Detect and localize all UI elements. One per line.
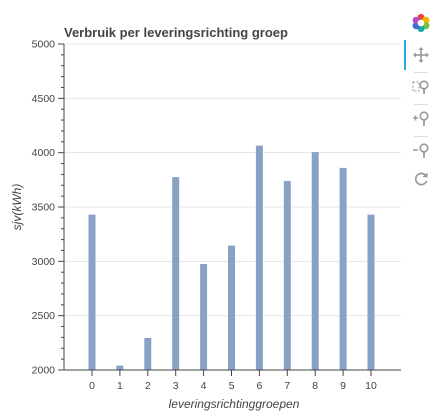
y-axis: 2000 2500 3000 3500 4000 4500 5000 <box>32 39 65 377</box>
y-tick-label: 4000 <box>32 147 56 159</box>
pan-tool[interactable] <box>408 42 434 68</box>
zoom-out-tool-icon <box>413 143 429 158</box>
toolbar-separator <box>414 136 428 137</box>
bar <box>255 145 263 370</box>
chart-title: Verbruik per leveringsrichting groep <box>64 25 288 40</box>
y-tick-label: 2000 <box>32 365 56 377</box>
bar <box>116 365 124 370</box>
bar <box>144 337 152 370</box>
pan-tool-icon <box>413 47 429 63</box>
active-tool-indicator <box>404 40 406 70</box>
y-axis-label: sjv(kWh) <box>10 184 24 231</box>
x-tick-label: 7 <box>284 380 290 392</box>
bars <box>88 145 375 370</box>
box-zoom-tool[interactable] <box>408 74 434 100</box>
zoom-out-tool[interactable] <box>408 138 434 164</box>
x-tick-label: 9 <box>340 380 346 392</box>
x-tick-label: 4 <box>201 380 207 392</box>
toolbar-separator <box>414 104 428 105</box>
bar <box>311 152 319 370</box>
bar <box>200 264 208 370</box>
x-tick-label: 2 <box>145 380 151 392</box>
bar <box>283 180 291 370</box>
x-axis-label: leveringsrichtinggroepen <box>169 397 300 411</box>
x-tick-label: 10 <box>365 380 377 392</box>
y-tick-label: 3000 <box>32 256 56 268</box>
x-tick-label: 5 <box>229 380 235 392</box>
reset-tool[interactable] <box>408 166 434 192</box>
zoom-in-tool[interactable] <box>408 106 434 132</box>
y-tick-label: 2500 <box>32 310 56 322</box>
reset-tool-icon <box>414 172 428 186</box>
x-axis: 0 1 2 3 4 5 6 7 8 9 10 <box>64 369 401 392</box>
x-tick-label: 3 <box>173 380 179 392</box>
bar <box>339 167 347 370</box>
bar <box>228 245 235 370</box>
x-tick-label: 6 <box>256 380 262 392</box>
x-tick-label: 1 <box>117 380 123 392</box>
bar <box>367 214 375 370</box>
zoom-in-tool-icon <box>413 111 429 126</box>
bokeh-logo[interactable] <box>408 10 434 36</box>
y-tick-label: 4500 <box>32 93 56 105</box>
bar <box>88 214 96 370</box>
x-tick-label: 8 <box>312 380 318 392</box>
bar <box>172 177 180 370</box>
box-zoom-tool-icon <box>412 80 429 94</box>
bokeh-logo-icon <box>412 13 430 33</box>
x-tick-label: 0 <box>89 380 95 392</box>
y-tick-label: 5000 <box>32 39 56 51</box>
toolbar-separator <box>414 72 428 73</box>
y-tick-label: 3500 <box>32 202 56 214</box>
